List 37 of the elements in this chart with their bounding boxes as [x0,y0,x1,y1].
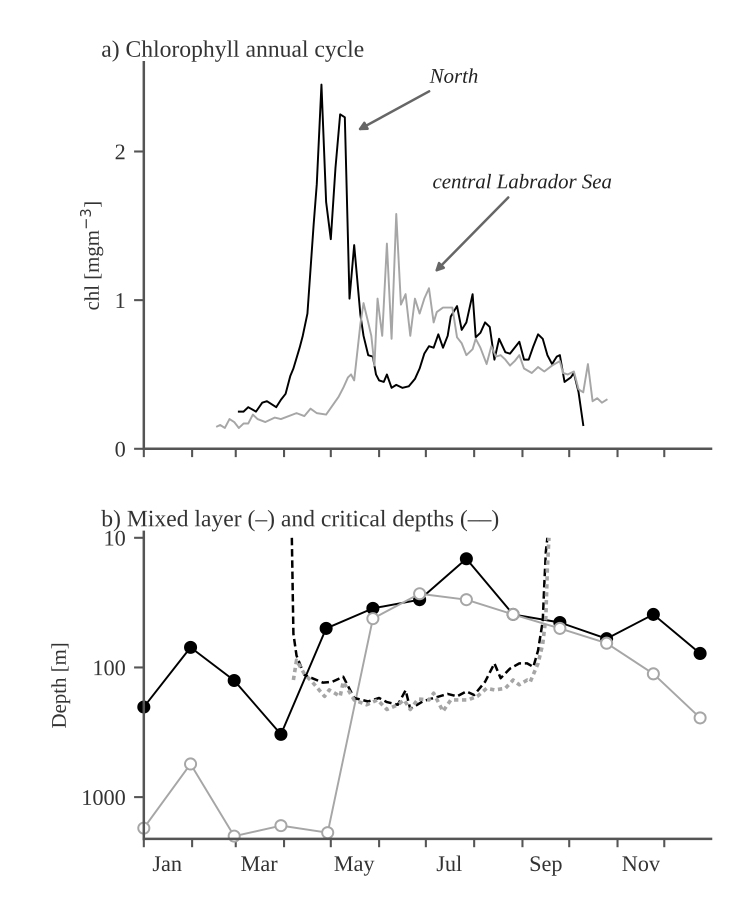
x-tick-label: May [334,856,374,876]
y-tick-label: 2 [116,144,125,160]
y-axis-title: Depth [m] [51,644,70,728]
point [274,728,288,741]
point [184,640,198,654]
point [646,608,660,621]
x-tick-label: Jul [436,856,462,872]
x-tick-label: Mar [241,856,278,872]
point [274,819,288,832]
point [413,587,426,600]
point [228,674,241,687]
y-tick-label: 0 [115,442,125,457]
point [366,602,380,615]
point [600,636,614,650]
x-tick-label: Nov [622,856,660,872]
point [366,612,380,626]
point [321,826,334,840]
point [694,711,707,724]
line-series [216,212,608,429]
point [460,593,473,606]
chart-title: b) Mixed layer (–) and critical depths (––) [101,510,498,532]
y-tick-label: 1000 [83,790,125,806]
y-axis-title: chl [mgm$^{−3}$] [80,202,104,310]
point [694,646,707,660]
point [646,667,660,680]
x-tick-label: Jan [152,856,182,872]
annotation: North [430,68,478,83]
annotation: central Labrador Sea [433,174,612,188]
y-tick-label: 10 [105,530,125,546]
point [320,622,333,635]
chart-title: a) Chlorophyll annual cycle [102,40,364,62]
x-tick-label: Sep [530,856,562,876]
y-tick-label: 1 [116,293,124,308]
y-tick-label: 100 [94,660,125,676]
point [553,622,566,635]
point [184,757,198,770]
point [460,552,473,566]
